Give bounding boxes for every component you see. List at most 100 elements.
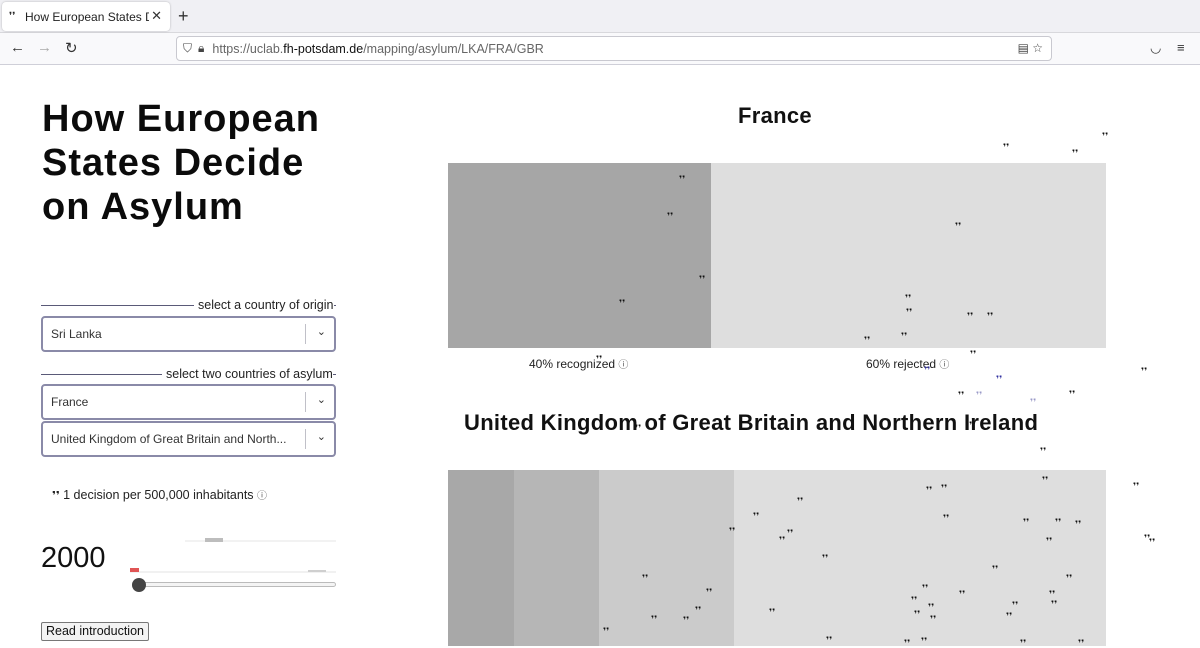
france-rejected-label: 60% rejected ⓘ: [866, 356, 949, 371]
france-rejected-text: 60% rejected: [866, 357, 937, 371]
footprint-icon: ❜❜: [753, 511, 760, 521]
close-tab-icon[interactable]: ✕: [151, 8, 162, 23]
histogram-bar: [205, 538, 223, 542]
lock-icon[interactable]: 🔒︎: [198, 41, 205, 55]
uk-segment-2[interactable]: [514, 470, 599, 646]
footprint-icon: ❜❜: [906, 307, 913, 317]
navigation-bar: ← → ↻ ⛉ 🔒︎ https://uclab.fh-potsdam.de/m…: [0, 33, 1200, 65]
footprint-icon: ❜❜: [787, 528, 794, 538]
footprint-icon: ❜❜: [683, 615, 690, 625]
footprint-icon: ❜❜: [987, 311, 994, 321]
footprint-icon: ❜❜: [1066, 573, 1073, 583]
asylum-select-1-value: France: [51, 395, 89, 409]
browser-tab[interactable]: ❜❜ How European States De ✕: [2, 2, 170, 31]
footprint-icon: ❜❜: [904, 638, 911, 648]
footprint-icon: ❜❜: [797, 496, 804, 506]
asylum-select-2-value: United Kingdom of Great Britain and Nort…: [51, 432, 287, 446]
uk-segment-1[interactable]: [448, 470, 514, 646]
footprint-icon: ❜❜: [955, 221, 962, 231]
footprint-icon: ❜❜: [1020, 638, 1027, 648]
select-divider: [305, 392, 306, 412]
decisions-note-text: 1 decision per 500,000 inhabitants: [63, 488, 254, 502]
footprint-icon: ❜❜: [967, 311, 974, 321]
footprint-icon: ❜❜: [769, 607, 776, 617]
footprint-icon: ❜❜: [729, 526, 736, 536]
footprint-icon: ❜❜: [603, 626, 610, 636]
footprint-icon: ❜❜: [679, 174, 686, 184]
year-slider-track[interactable]: [132, 582, 336, 587]
footprint-icon: ❜❜: [976, 390, 983, 400]
footprint-icon: ❜❜: [779, 535, 786, 545]
new-tab-button[interactable]: +: [178, 6, 189, 26]
year-histogram: [130, 538, 336, 573]
read-introduction-button[interactable]: Read introduction: [41, 622, 149, 641]
footprint-icon: ❜❜: [695, 605, 702, 615]
footprint-icon: ❜❜: [1049, 589, 1056, 599]
shield-icon[interactable]: ⛉: [183, 41, 193, 55]
reader-star-icons[interactable]: ▤ ☆: [1017, 41, 1043, 55]
footprint-icon: ❜❜: [905, 293, 912, 303]
footprint-icon: ❜❜: [928, 602, 935, 612]
footprint-icon: ❜❜: [1042, 475, 1049, 485]
origin-divider: [41, 305, 336, 306]
info-icon[interactable]: ⓘ: [939, 360, 950, 371]
footprint-icon: ❜❜: [619, 298, 626, 308]
uk-segment-4[interactable]: [734, 470, 1106, 646]
uk-segment-3[interactable]: [599, 470, 734, 646]
footprint-icon: ❜❜: [826, 635, 833, 645]
footprints-icon: ❜❜: [9, 11, 16, 22]
footprint-icon: ❜❜: [1030, 397, 1037, 407]
footprint-icon: ❜❜: [930, 614, 937, 624]
back-icon[interactable]: ←: [10, 39, 25, 56]
pocket-icon[interactable]: ◡: [1150, 40, 1162, 55]
footprint-icon: ❜❜: [924, 365, 931, 375]
footprint-icon: ❜❜: [992, 564, 999, 574]
uk-title: United Kingdom of Great Britain and Nort…: [464, 410, 1039, 435]
france-recognized-label: 40% recognized ⓘ: [529, 356, 628, 371]
select-divider: [305, 324, 306, 344]
address-bar[interactable]: ⛉ 🔒︎ https://uclab.fh-potsdam.de/mapping…: [176, 36, 1052, 61]
histogram-current-year-bar: [130, 568, 139, 572]
chevron-down-icon[interactable]: ⌄: [316, 394, 326, 406]
decisions-note: ❜❜ 1 decision per 500,000 inhabitants ⓘ: [52, 487, 267, 502]
menu-icon[interactable]: ≡: [1177, 40, 1185, 55]
footprint-icon: ❜❜: [922, 583, 929, 593]
tab-title: How European States De: [25, 9, 149, 24]
footprint-icon: ❜❜: [1003, 142, 1010, 152]
footprint-icon: ❜❜: [1023, 517, 1030, 527]
year-slider-thumb[interactable]: [132, 578, 146, 592]
select-divider: [305, 429, 306, 449]
info-icon[interactable]: ⓘ: [618, 360, 629, 371]
footprint-icon: ❜❜: [1006, 611, 1013, 621]
chevron-down-icon[interactable]: ⌄: [316, 431, 326, 443]
footprint-icon: ❜❜: [996, 374, 1003, 384]
france-rejected-block[interactable]: [711, 163, 1106, 348]
france-recognized-block[interactable]: [448, 163, 711, 348]
histogram-bar: [308, 570, 326, 572]
year-display: 2000: [41, 542, 106, 574]
footprint-icon: ❜❜: [958, 390, 965, 400]
footprint-icon: ❜❜: [1141, 366, 1148, 376]
reload-icon[interactable]: ↻: [65, 40, 78, 57]
info-icon[interactable]: ⓘ: [257, 491, 268, 502]
footprint-icon: ❜❜: [1046, 536, 1053, 546]
footprint-icon: ❜❜: [1055, 517, 1062, 527]
forward-icon[interactable]: →: [37, 39, 52, 56]
footprints-icon: ❜❜: [52, 490, 60, 502]
footprint-icon: ❜❜: [1051, 599, 1058, 609]
asylum-select-1[interactable]: France ⌄: [41, 384, 336, 420]
footprint-icon: ❜❜: [667, 211, 674, 221]
footprint-icon: ❜❜: [941, 483, 948, 493]
origin-select[interactable]: Sri Lanka ⌄: [41, 316, 336, 352]
footprint-icon: ❜❜: [1078, 638, 1085, 648]
chevron-down-icon[interactable]: ⌄: [316, 326, 326, 338]
footprint-icon: ❜❜: [642, 573, 649, 583]
asylum-select-2[interactable]: United Kingdom of Great Britain and Nort…: [41, 421, 336, 457]
url-text: https://uclab.fh-potsdam.de/mapping/asyl…: [212, 41, 544, 56]
origin-select-value: Sri Lanka: [51, 327, 102, 341]
footprint-icon: ❜❜: [706, 587, 713, 597]
footprint-icon: ❜❜: [1069, 389, 1076, 399]
asylum-label: select two countries of asylum: [162, 367, 333, 381]
footprint-icon: ❜❜: [959, 589, 966, 599]
footprint-icon: ❜❜: [970, 349, 977, 359]
